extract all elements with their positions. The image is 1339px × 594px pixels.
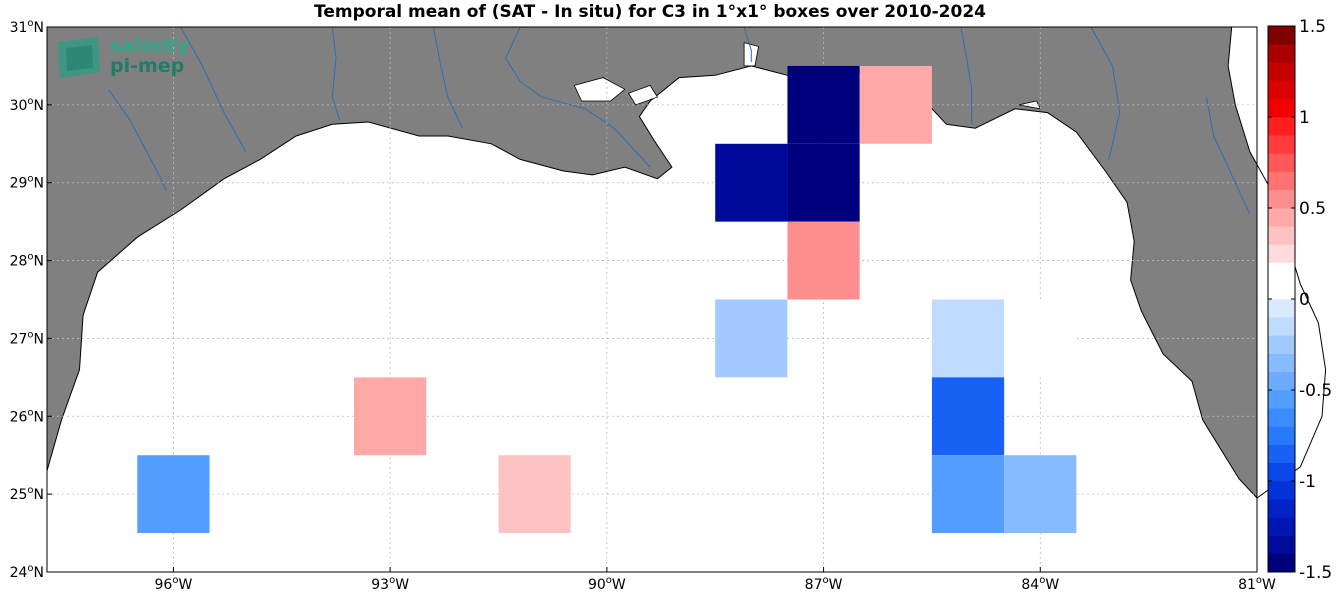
river-5 xyxy=(743,26,752,62)
river-2 xyxy=(180,26,247,152)
data-box xyxy=(787,221,860,300)
colorbar-segment xyxy=(1268,371,1295,391)
colorbar-segment xyxy=(1268,499,1295,518)
colorbar-segment xyxy=(1268,444,1295,464)
colorbar-segment xyxy=(1268,517,1295,536)
logo-text-pi-mep: pi-mep xyxy=(110,55,184,77)
colorbar-segment xyxy=(1268,390,1295,409)
x-tick-label: 84oW xyxy=(1021,575,1059,593)
data-box xyxy=(715,143,788,222)
colorbar-segment xyxy=(1268,426,1295,445)
map-frame xyxy=(46,26,1258,573)
y-tick-label: 31oN xyxy=(10,18,44,36)
river-0 xyxy=(505,26,651,168)
colorbar-tick-label: 0 xyxy=(1299,290,1310,310)
lake-0 xyxy=(573,77,626,102)
colorbar-segment xyxy=(1268,44,1295,63)
colorbar-segment xyxy=(1268,117,1295,136)
colorbar-segment xyxy=(1268,171,1295,191)
y-tick-label: 25oN xyxy=(10,485,44,503)
y-tick-label: 27oN xyxy=(10,329,44,347)
colorbar-segment xyxy=(1268,80,1295,100)
colorbar-tick-label: -0.5 xyxy=(1299,381,1332,401)
colorbar-tick-label: 1 xyxy=(1299,108,1310,128)
colorbar-segment xyxy=(1268,335,1295,354)
y-tick-label: 30oN xyxy=(10,96,44,114)
x-tick-label: 81oW xyxy=(1238,575,1276,593)
colorbar-segment xyxy=(1268,535,1295,555)
data-box xyxy=(931,455,1005,534)
y-tick-label: 26oN xyxy=(10,407,44,425)
x-tick-label: 90oW xyxy=(588,575,626,593)
colorbar-segment xyxy=(1268,481,1295,500)
colorbar-segment xyxy=(1268,353,1295,373)
data-box xyxy=(787,65,860,144)
colorbar-segment xyxy=(1268,62,1295,81)
data-box xyxy=(787,143,860,222)
colorbar-segment xyxy=(1268,98,1295,118)
map-area xyxy=(46,26,1327,573)
colorbar-segment xyxy=(1268,262,1295,282)
data-box xyxy=(859,65,932,144)
colorbar-segment xyxy=(1268,553,1295,573)
colorbar-segment xyxy=(1268,244,1295,263)
colorbar-segment xyxy=(1268,226,1295,245)
river-1 xyxy=(331,26,341,121)
chart-title: Temporal mean of (SAT - In situ) for C3 … xyxy=(314,2,986,22)
longitude-ticks: 96oW 93oW 90oW 87oW 84oW 81oW xyxy=(155,567,1276,593)
colorbar: -1.5 -1 -0.5 0 0.5 1 1.5 xyxy=(1267,17,1332,583)
river-4 xyxy=(433,26,463,129)
colorbar-tick-label: 1.5 xyxy=(1299,17,1326,37)
data-box xyxy=(137,455,210,534)
lake-1 xyxy=(627,84,658,106)
y-tick-label: 24oN xyxy=(10,563,44,581)
colorbar-segment xyxy=(1268,408,1295,427)
y-tick-label: 29oN xyxy=(10,174,44,192)
x-tick-label: 93oW xyxy=(371,575,409,593)
river-6 xyxy=(960,26,973,125)
latitude-ticks: 24oN 25oN 26oN 27oN 28oN 29oN 30oN 31oN xyxy=(10,18,52,581)
y-tick-label: 28oN xyxy=(10,252,44,270)
colorbar-segment xyxy=(1268,153,1295,172)
colorbar-segment xyxy=(1268,208,1295,227)
salinity-difference-boxes xyxy=(137,65,1077,534)
colorbar-segment xyxy=(1268,135,1295,154)
colorbar-tick-label: -1 xyxy=(1299,472,1316,492)
data-box xyxy=(931,377,1005,456)
river-7 xyxy=(1090,26,1121,160)
salinity-pi-mep-logo: salinity pi-mep xyxy=(58,35,189,78)
colorbar-tick-label: -1.5 xyxy=(1299,563,1332,583)
logo-text-salinity: salinity xyxy=(110,35,189,57)
colorbar-segment xyxy=(1268,280,1295,300)
x-tick-label: 96oW xyxy=(155,575,193,593)
data-box xyxy=(1004,299,1077,378)
x-tick-label: 87oW xyxy=(805,575,843,593)
data-box xyxy=(498,455,571,534)
colorbar-segment xyxy=(1268,189,1295,209)
colorbar-tick-label: 0.5 xyxy=(1299,199,1326,219)
data-box xyxy=(715,299,788,378)
colorbar-segment xyxy=(1268,462,1295,482)
data-box xyxy=(1004,455,1077,534)
data-box xyxy=(931,299,1005,378)
colorbar-segment xyxy=(1268,26,1295,45)
colorbar-segment xyxy=(1268,317,1295,336)
gridlines xyxy=(47,26,1258,573)
river-8 xyxy=(1205,97,1251,215)
data-box xyxy=(354,377,427,456)
colorbar-segment xyxy=(1268,299,1295,318)
